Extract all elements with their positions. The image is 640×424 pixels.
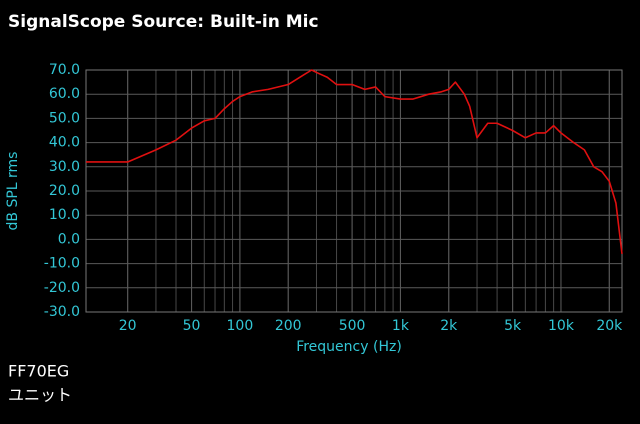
y-tick-label: 40.0 (49, 135, 80, 151)
y-axis-label: dB SPL rms (5, 152, 21, 231)
y-tick-label: 0.0 (58, 231, 80, 247)
y-tick-label: 10.0 (49, 207, 80, 223)
y-tick-label: 30.0 (49, 159, 80, 175)
y-tick-label: 70.0 (49, 62, 80, 78)
y-tick-label: -30.0 (44, 304, 80, 320)
x-tick-label: 2k (440, 318, 458, 334)
x-tick-label: 10k (548, 318, 575, 334)
x-tick-label: 200 (275, 318, 302, 334)
x-tick-label: 1k (392, 318, 410, 334)
annotation: FF70EG (8, 362, 69, 381)
x-tick-label: 20 (119, 318, 137, 334)
x-tick-label: 500 (339, 318, 366, 334)
y-tick-label: -10.0 (44, 256, 80, 272)
x-tick-label: 20k (596, 318, 623, 334)
annotation: ユニット (8, 386, 72, 405)
plot-frame (85, 69, 623, 313)
x-tick-label: 50 (183, 318, 201, 334)
y-tick-label: 60.0 (49, 86, 80, 102)
x-tick-label: 5k (504, 318, 522, 334)
data-line (86, 69, 623, 255)
x-tick-label: 100 (227, 318, 254, 334)
chart-title: SignalScope Source: Built-in Mic (8, 12, 319, 32)
y-tick-label: 50.0 (49, 110, 80, 126)
y-tick-label: -20.0 (44, 280, 80, 296)
y-tick-label: 20.0 (49, 183, 80, 199)
x-axis-label: Frequency (Hz) (296, 339, 402, 355)
